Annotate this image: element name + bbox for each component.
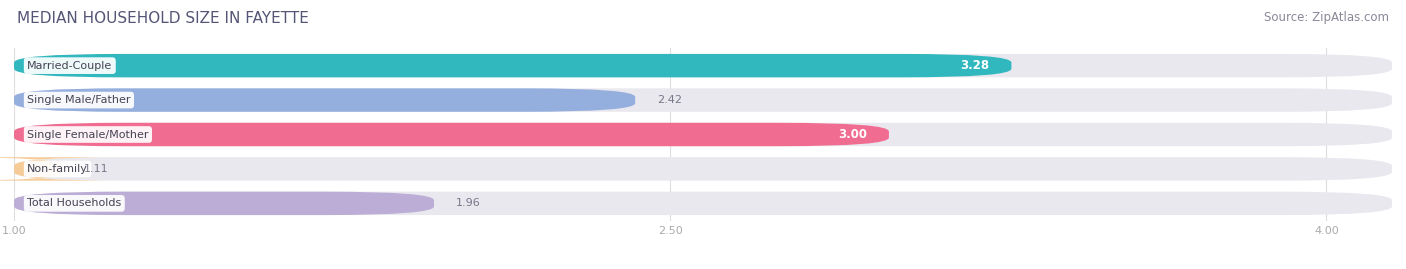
Text: MEDIAN HOUSEHOLD SIZE IN FAYETTE: MEDIAN HOUSEHOLD SIZE IN FAYETTE [17,11,309,26]
Text: Single Female/Mother: Single Female/Mother [27,129,149,140]
FancyBboxPatch shape [14,88,1392,112]
Text: 2.42: 2.42 [657,95,682,105]
FancyBboxPatch shape [14,123,1392,146]
Text: 3.00: 3.00 [838,128,868,141]
FancyBboxPatch shape [14,157,1392,181]
Text: Married-Couple: Married-Couple [27,61,112,71]
FancyBboxPatch shape [0,157,124,181]
Text: Total Households: Total Households [27,198,121,208]
FancyBboxPatch shape [14,88,636,112]
FancyBboxPatch shape [14,123,889,146]
Text: 1.96: 1.96 [456,198,481,208]
Text: Non-family: Non-family [27,164,89,174]
Text: Single Male/Father: Single Male/Father [27,95,131,105]
FancyBboxPatch shape [14,192,1392,215]
Text: 1.11: 1.11 [84,164,108,174]
Text: Source: ZipAtlas.com: Source: ZipAtlas.com [1264,11,1389,24]
FancyBboxPatch shape [14,192,434,215]
Text: 3.28: 3.28 [960,59,990,72]
FancyBboxPatch shape [14,54,1011,77]
FancyBboxPatch shape [14,54,1392,77]
